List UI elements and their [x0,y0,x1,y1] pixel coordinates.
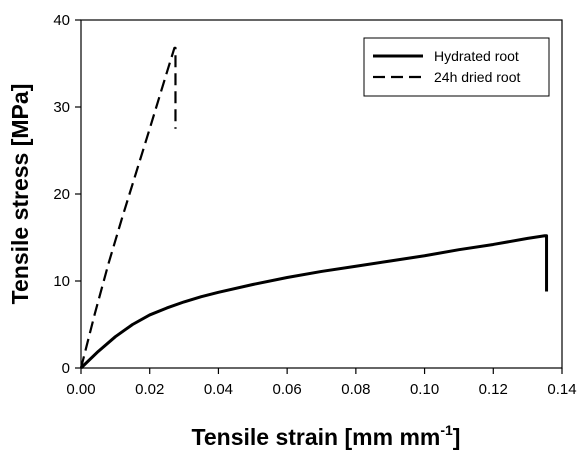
x-axis-title-suffix: ] [453,424,461,450]
x-tick-label: 0.08 [341,381,370,398]
x-tick-label: 0.10 [410,381,439,398]
legend: Hydrated root 24h dried root [363,37,550,97]
legend-label-dried: 24h dried root [434,69,521,85]
y-tick-label: 0 [62,360,70,377]
y-axis-title: Tensile stress [MPa] [7,84,33,305]
y-tick-label: 30 [53,99,70,116]
x-axis-title: Tensile strain [mm mm-1] [192,422,461,450]
x-tick-label: 0.06 [273,381,302,398]
y-axis-ticks: 0 10 20 30 40 [53,12,81,377]
series-line-hydrated-root [79,234,549,370]
series-line-dried-root [79,46,177,369]
x-axis-title-superscript: -1 [440,422,453,438]
legend-label-hydrated: Hydrated root [434,48,519,64]
x-axis-ticks: 0.00 0.02 0.04 0.06 0.08 0.10 0.12 0.14 [66,368,577,398]
y-tick-label: 10 [53,273,70,290]
x-tick-label: 0.04 [204,381,233,398]
x-axis-title-main: Tensile strain [mm mm [192,424,441,450]
x-tick-label: 0.14 [547,381,576,398]
legend-box [363,37,550,97]
y-tick-label: 40 [53,12,70,29]
x-tick-label: 0.00 [66,381,95,398]
x-tick-label: 0.02 [135,381,164,398]
series-layer [79,46,549,370]
y-tick-label: 20 [53,186,70,203]
x-tick-label: 0.12 [479,381,508,398]
